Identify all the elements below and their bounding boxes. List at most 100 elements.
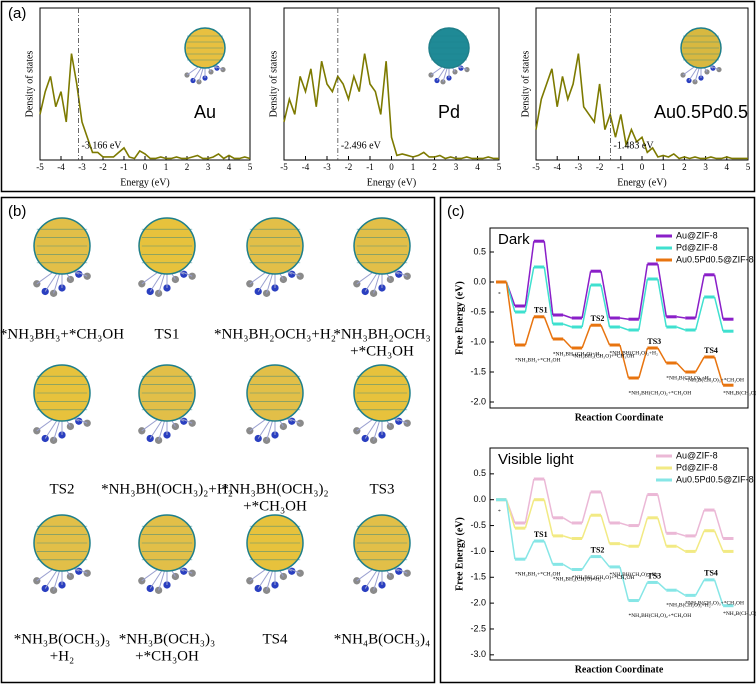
ts-label: TS3 [647,571,661,580]
x-tick-label: 3 [206,162,211,172]
x-tick-label: 4 [725,162,730,172]
x-tick-label: -2 [596,162,604,172]
x-tick-label: 3 [454,162,459,172]
connector [657,263,668,317]
state-label: *NH₃BH(CH₃O)₂+*CH₃OH [628,389,691,396]
state-label: * [498,509,501,515]
x-tick-label: 5 [248,162,253,172]
structure-label: +*CH₃OH [350,343,414,359]
state-label: *NH₃BH₃+*CH₃OH [515,357,561,363]
y-tick-label: -0.5 [470,520,486,530]
x-tick-label: 0 [640,162,645,172]
connector [657,494,668,534]
legend-label: Au0.5Pd0.5@ZIF-8 [676,474,754,484]
connector [638,517,649,547]
connector [713,579,724,606]
connector [694,296,705,331]
panel-frame [439,196,756,684]
structure-label: *NH₃BH(OCH₃)₂+H₂ [101,481,233,497]
connector [694,274,705,319]
connector [505,499,516,560]
x-tick-label: -3 [323,162,331,172]
connector [524,478,535,524]
panel-label: (a) [8,5,26,22]
y-tick-label: -1.0 [470,336,486,346]
state-label: *NH₃B(CH₃O)₃+*CH₃OH [685,376,744,383]
connector [524,266,535,313]
connector [676,362,686,373]
connector [524,316,535,346]
x-tick-label: 4 [475,162,480,172]
state-label: *NH₃BH(CH₃O)₂+H₂ [610,571,658,578]
state-label: *NH₃B(CH₃O)₃+H₂ [666,374,710,381]
x-tick-label: 4 [227,162,232,172]
connector [600,284,611,328]
ts-label: TS2 [591,314,605,323]
x-tick-label: -4 [553,162,561,172]
connector [638,494,649,526]
x-axis-label: Energy (eV) [617,177,667,188]
state-label: *NH₃BH₂(CH₃O)+H₂ [553,576,601,583]
fermi-label: -3.166 eV [82,140,123,151]
connector [694,530,705,552]
x-tick-label: 0 [389,162,394,172]
ts-label: TS3 [647,337,661,346]
x-tick-label: -1 [617,162,625,172]
connector [543,499,554,537]
structure-label: *NH₄B(OCH₃)₄ [334,631,431,647]
x-tick-label: -5 [36,162,44,172]
material-label: Au [194,102,216,122]
legend-label: Au@ZIF-8 [676,450,718,460]
x-tick-label: -3 [575,162,583,172]
connector [600,491,611,524]
state-label: *NH₃B(CH₃O)₃+*CH₃OH [685,600,744,607]
structure-label: TS4 [262,631,288,647]
state-label: *NH₃BH(CH₃O)₂+*CH₃OH [628,612,691,619]
connector [694,509,705,537]
connector [676,532,686,537]
fermi-label: -1.483 eV [614,140,655,151]
legend-label: Au@ZIF-8 [676,230,718,240]
structure-label: +H₂ [50,648,75,664]
connector [713,356,724,386]
legend-label: Pd@ZIF-8 [676,242,718,252]
dos-line [283,53,499,160]
plot-frame [489,447,749,661]
connector [657,581,667,591]
state-label: *NH₃BH₂(CH₃O)+*CH₃OH [572,574,635,581]
structure-label: *NH₃BH₂OCH₃+H₂ [214,326,336,342]
structure-label: TS3 [369,481,394,497]
plot-frame [489,227,749,409]
dos-line [39,53,251,160]
connector [676,326,686,331]
y-tick-label: -1.5 [470,366,486,376]
connector [657,517,668,547]
structure-label: *NH₃BH₂OCH₃ [333,326,430,342]
connector [562,314,572,319]
panel-label: (b) [8,203,26,220]
connector [562,323,572,328]
connector [638,278,649,331]
y-axis-label: Free Energy (eV) [454,281,465,355]
state-label: *NH₃BH₃+*CH₃OH [515,571,561,577]
connector [524,540,535,560]
connector [543,316,554,340]
y-tick-label: 0.0 [473,276,486,286]
x-axis-label: Reaction Coordinate [575,412,664,423]
legend-label: Pd@ZIF-8 [676,462,718,472]
connector [619,542,629,547]
connector [657,278,668,328]
connector [562,517,573,524]
state-label: *NH₃BH(CH₃O)₂+H₂ [610,349,658,356]
x-tick-label: -5 [532,162,540,172]
connector [638,263,649,320]
structure-label: *NH₃BH₃+*CH₃OH [0,326,124,342]
x-axis-label: Energy (eV) [367,177,417,188]
x-tick-label: -4 [57,162,65,172]
connector [657,347,667,364]
connector [581,491,592,524]
connector [562,535,572,540]
x-tick-label: 1 [411,162,416,172]
connector [581,271,592,319]
x-tick-label: -1 [120,162,128,172]
